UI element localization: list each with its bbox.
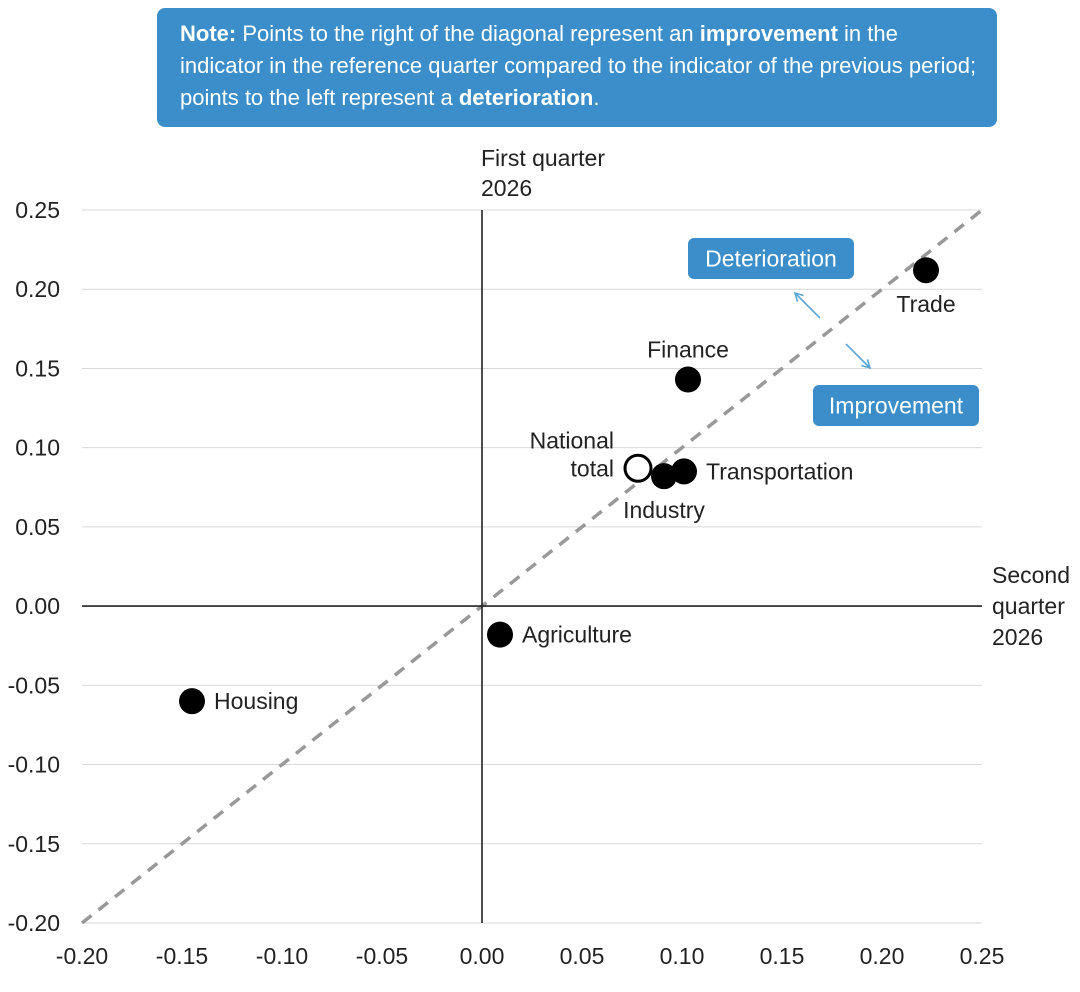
x-tick-label: -0.15 xyxy=(156,943,208,969)
point-label-line: total xyxy=(571,455,614,481)
x-tick-label: 0.00 xyxy=(460,943,505,969)
x-tick-label: 0.10 xyxy=(660,943,705,969)
improvement-label: Improvement xyxy=(829,393,964,419)
point-label-line: Agriculture xyxy=(522,622,632,648)
y-tick-label: 0.25 xyxy=(15,197,60,223)
point-label: National total xyxy=(530,427,614,481)
data-point xyxy=(913,257,939,284)
point-label: Agriculture xyxy=(522,622,632,648)
note-text-3: . xyxy=(593,85,600,110)
note-improvement: improvement xyxy=(699,21,838,46)
x-tick-label: 0.15 xyxy=(760,943,805,969)
deterioration-arrow xyxy=(794,292,821,319)
point-label-line: Industry xyxy=(623,497,705,523)
y-tick-label: 0.00 xyxy=(15,593,60,619)
y-axis-title-line: 2026 xyxy=(481,175,532,201)
deterioration-arrow-head xyxy=(793,291,804,302)
y-tick-label: -0.15 xyxy=(8,831,60,857)
data-point xyxy=(487,621,513,648)
point-label: Industry xyxy=(623,497,705,523)
y-tick-label: -0.05 xyxy=(8,672,60,698)
deterioration-label: Deterioration xyxy=(705,246,837,272)
deterioration-badge xyxy=(688,238,854,279)
y-tick-label: 0.20 xyxy=(15,276,60,302)
improvement-badge xyxy=(813,385,979,426)
point-label-line: Finance xyxy=(647,337,729,363)
diagonal-line xyxy=(80,208,984,925)
data-points: Trade Finance National total TransportationI… xyxy=(179,257,956,715)
gridlines xyxy=(82,209,982,924)
data-point xyxy=(623,453,653,483)
point-label-line: Transportation xyxy=(706,458,853,484)
y-axis-title: First quarter 2026 xyxy=(481,145,605,201)
point-label: Trade xyxy=(896,291,955,317)
x-tick-label: -0.10 xyxy=(256,943,308,969)
data-point xyxy=(675,366,701,393)
axes: First quarter 2026 Second quarter 2026 xyxy=(80,145,1070,925)
point-label-line: National xyxy=(530,427,614,453)
y-tick-label: -0.20 xyxy=(8,910,60,936)
x-tick-label: 0.05 xyxy=(560,943,605,969)
y-tick-label: 0.15 xyxy=(15,355,60,381)
annotations: Deterioration Improvement xyxy=(688,238,979,426)
point-label-line: Housing xyxy=(214,688,298,714)
x-axis-title-line: 2026 xyxy=(992,624,1043,650)
note-label: Note: xyxy=(180,21,237,46)
data-point xyxy=(179,688,205,715)
point-label: Housing xyxy=(214,688,298,714)
note-text-2: in the indicator in the reference quarte… xyxy=(180,21,977,110)
y-tick-label: 0.05 xyxy=(15,514,60,540)
point-label-line: Trade xyxy=(896,291,955,317)
x-tick-label: -0.05 xyxy=(356,943,408,969)
x-tick-label: 0.25 xyxy=(960,943,1005,969)
y-axis-title-line: First quarter xyxy=(481,145,605,171)
point-label: Finance xyxy=(647,337,729,363)
point-label: Transportation xyxy=(706,458,853,484)
data-point xyxy=(671,458,697,485)
note-box: Note: Points to the right of the diagona… xyxy=(157,8,997,127)
x-tick-label: 0.20 xyxy=(860,943,905,969)
x-axis-title-line: quarter xyxy=(992,593,1065,619)
note-deterioration: deterioration xyxy=(458,85,594,110)
note-text-1: Points to the right of the diagonal repr… xyxy=(236,21,700,46)
x-axis-title: Second quarter 2026 xyxy=(992,562,1070,650)
tick-labels: 0.25 0.20 0.15 0.10 0.05 0.00 -0.05 -0.10 -0.15 -… xyxy=(8,197,1005,969)
improvement-arrow xyxy=(845,343,871,369)
data-point xyxy=(651,463,677,490)
improvement-arrow-head xyxy=(861,359,872,370)
y-tick-label: -0.10 xyxy=(8,752,60,778)
x-tick-label: -0.20 xyxy=(56,943,108,969)
y-tick-label: 0.10 xyxy=(15,435,60,461)
x-axis-title-line: Second xyxy=(992,562,1070,588)
